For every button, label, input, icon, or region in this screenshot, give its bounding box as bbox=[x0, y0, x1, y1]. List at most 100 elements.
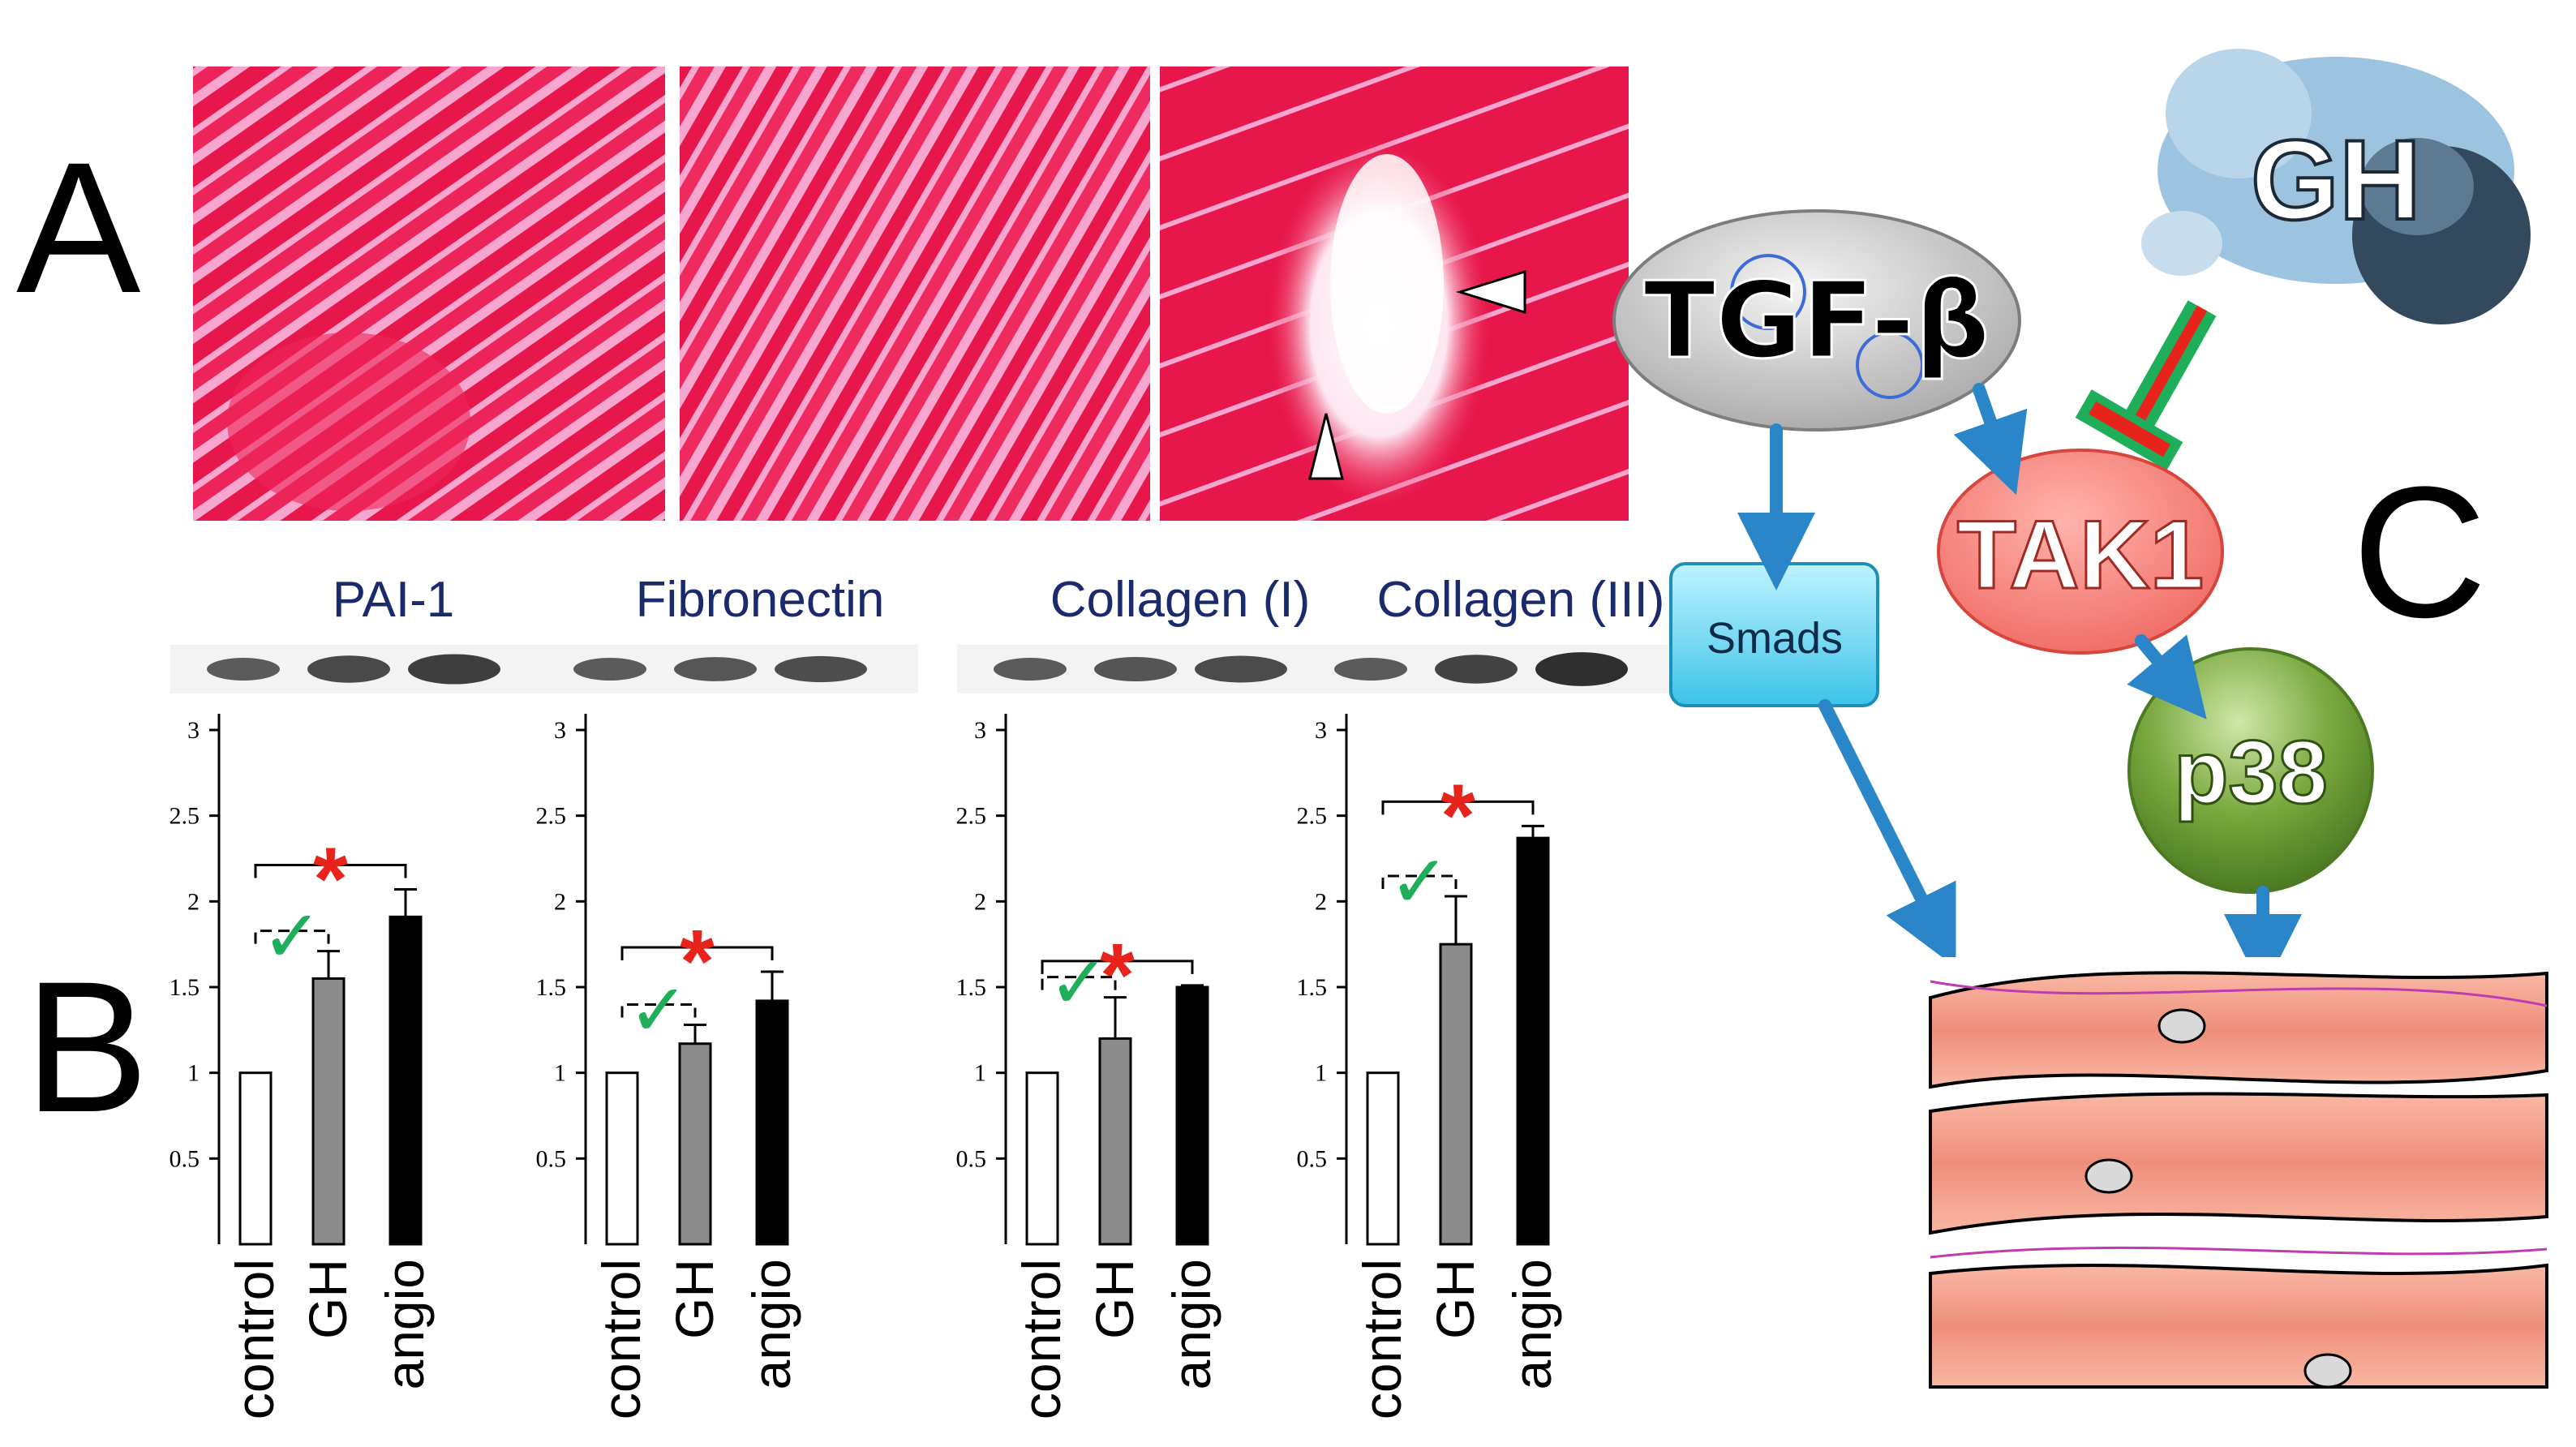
bar-gh bbox=[678, 1042, 712, 1246]
bar-gh bbox=[1439, 942, 1473, 1246]
category-label: angio bbox=[1502, 1259, 1562, 1390]
category-label: control bbox=[591, 1259, 651, 1419]
bar-angio bbox=[389, 915, 423, 1246]
significance-star-icon: * bbox=[1100, 925, 1135, 1025]
comparison-bracket bbox=[254, 930, 330, 944]
y-tick-label: 2.5 bbox=[956, 803, 987, 830]
histology-image-gh bbox=[680, 67, 1150, 521]
gh-protein-structure-image: GH bbox=[2141, 49, 2531, 324]
bar-gh bbox=[311, 977, 346, 1246]
tak1-label: TAK1 bbox=[1957, 500, 2204, 609]
blot-band bbox=[994, 658, 1067, 681]
category-label: control bbox=[1352, 1259, 1412, 1419]
blot-band bbox=[1435, 655, 1518, 684]
arrow-tgf-to-tak1 bbox=[1953, 383, 2028, 496]
blot-band bbox=[207, 658, 280, 681]
y-tick-label: 2 bbox=[974, 888, 986, 915]
y-tick-label: 1.5 bbox=[956, 974, 987, 1001]
blot-band bbox=[1535, 652, 1628, 686]
pathway-arrows bbox=[1737, 383, 2302, 992]
cell-nucleus bbox=[2303, 1353, 2352, 1389]
histology-image-control bbox=[193, 67, 665, 521]
cell-nucleus bbox=[2084, 1158, 2133, 1194]
y-tick-label: 0.5 bbox=[956, 1145, 987, 1172]
histology-image-angio bbox=[1160, 67, 1629, 521]
comparison-bracket bbox=[1381, 874, 1458, 889]
significance-bracket bbox=[1041, 960, 1194, 974]
p38-label: p38 bbox=[2174, 723, 2328, 822]
chart-title: Collagen (I) bbox=[1050, 572, 1310, 628]
y-tick-label: 1.5 bbox=[1297, 974, 1328, 1001]
bar-angio bbox=[1175, 985, 1209, 1246]
blot-band bbox=[1334, 658, 1407, 681]
panel-letter-c: C bbox=[2352, 448, 2487, 656]
y-tick-label: 3 bbox=[187, 717, 200, 744]
arrow-tak1-to-p38 bbox=[2127, 634, 2207, 719]
bar-gh bbox=[1098, 1037, 1132, 1246]
category-label: GH bbox=[664, 1259, 724, 1339]
blot-band bbox=[573, 658, 646, 681]
chart-title: PAI-1 bbox=[333, 572, 454, 628]
bar-chart: PAI-1 3 2.5 2 1.5 1 0.5 control GH angio *✓ bbox=[170, 572, 552, 1419]
blot-band bbox=[408, 654, 500, 685]
category-label: control bbox=[225, 1259, 285, 1419]
y-tick-label: 0.5 bbox=[170, 1145, 200, 1172]
p38-node: p38 bbox=[2127, 647, 2374, 894]
cardiac-tissue-illustration bbox=[1929, 957, 2548, 1389]
chart-title: Collagen (III) bbox=[1377, 572, 1665, 628]
y-tick-label: 2 bbox=[554, 888, 566, 915]
arrowhead-marker-icon bbox=[1455, 269, 1526, 315]
y-tick-label: 3 bbox=[1315, 717, 1327, 744]
blot-band bbox=[674, 657, 757, 681]
tgf-beta-label: TGF-β bbox=[1643, 259, 1990, 382]
bar-angio bbox=[755, 999, 789, 1246]
category-label: angio bbox=[1161, 1259, 1221, 1390]
panel-letter-a: A bbox=[16, 123, 140, 332]
blot-band bbox=[1094, 657, 1177, 681]
tgf-beta-node: TGF-β bbox=[1612, 209, 2021, 432]
y-tick-label: 2 bbox=[187, 888, 200, 915]
y-tick-label: 3 bbox=[554, 717, 566, 744]
category-label: angio bbox=[741, 1259, 801, 1390]
blot-band bbox=[1195, 655, 1287, 683]
y-tick-label: 2.5 bbox=[170, 803, 200, 830]
smads-label: Smads bbox=[1707, 614, 1843, 663]
comparison-bracket bbox=[620, 1003, 697, 1018]
blot-band bbox=[775, 655, 867, 683]
blot-band bbox=[307, 655, 390, 683]
gh-node-label: GH bbox=[2251, 116, 2421, 243]
y-tick-label: 1 bbox=[187, 1060, 200, 1087]
y-tick-label: 2.5 bbox=[1297, 803, 1328, 830]
check-mark-icon: ✓ bbox=[1048, 941, 1109, 1026]
bar-control bbox=[605, 1071, 639, 1246]
bar-control bbox=[1366, 1071, 1400, 1246]
significance-bracket bbox=[254, 864, 407, 878]
inhibition-bar-icon bbox=[2075, 300, 2217, 470]
category-label: GH bbox=[1425, 1259, 1485, 1339]
y-tick-label: 2 bbox=[1315, 888, 1327, 915]
bar-control bbox=[238, 1071, 273, 1246]
significance-bracket bbox=[620, 946, 774, 960]
significance-star-icon: * bbox=[313, 830, 348, 930]
panel-letter-b: B bbox=[24, 942, 148, 1151]
y-tick-label: 1 bbox=[1315, 1060, 1327, 1087]
arrow-smads-to-tissue bbox=[1818, 699, 1956, 968]
arrowhead-marker-icon bbox=[1308, 413, 1344, 480]
y-tick-label: 1 bbox=[554, 1060, 566, 1087]
bar-chart: Collagen (I) 3 2.5 2 1.5 1 0.5 control GH angio *✓ bbox=[956, 572, 1338, 1419]
category-label: GH bbox=[298, 1259, 358, 1339]
category-label: GH bbox=[1084, 1259, 1144, 1339]
comparison-bracket bbox=[1041, 976, 1117, 990]
y-tick-label: 0.5 bbox=[1297, 1145, 1328, 1172]
y-tick-label: 1 bbox=[974, 1060, 986, 1087]
category-label: angio bbox=[375, 1259, 435, 1390]
western-blot-strip bbox=[170, 645, 552, 693]
western-blot-strip bbox=[957, 645, 1338, 693]
y-tick-label: 1.5 bbox=[536, 974, 567, 1001]
bar-angio bbox=[1516, 836, 1550, 1246]
chart-title: Fibronectin bbox=[636, 572, 885, 628]
y-tick-label: 2.5 bbox=[536, 803, 567, 830]
significance-star-icon: * bbox=[1440, 766, 1475, 865]
